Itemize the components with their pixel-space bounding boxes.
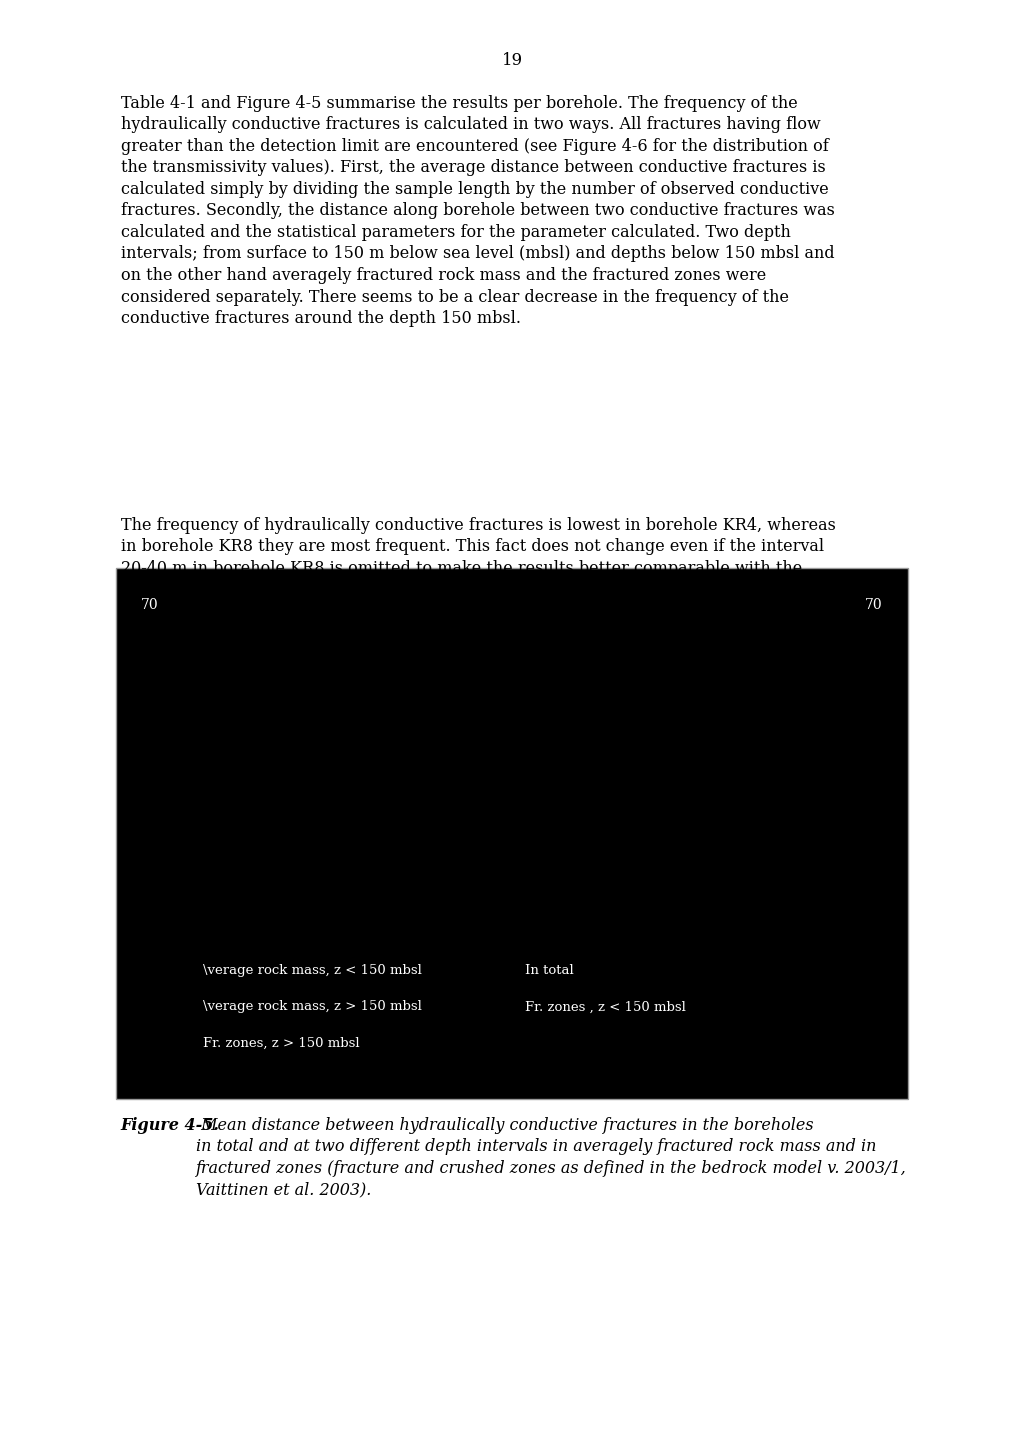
Text: Fr. zones, z > 150 mbsl: Fr. zones, z > 150 mbsl (203, 1037, 359, 1050)
Text: Fr. zones , z < 150 mbsl: Fr. zones , z < 150 mbsl (524, 1000, 685, 1013)
Text: \verage rock mass, z > 150 mbsl: \verage rock mass, z > 150 mbsl (203, 1000, 422, 1013)
Text: 70: 70 (141, 597, 159, 612)
Text: In total: In total (524, 964, 573, 977)
Text: Mean distance between hydraulically conductive fractures in the boreholes
in tot: Mean distance between hydraulically cond… (196, 1117, 906, 1198)
Y-axis label: distance between fractures (m): distance between fractures (m) (151, 677, 164, 888)
Text: 19: 19 (502, 52, 522, 70)
Text: Table 4-1 and Figure 4-5 summarise the results per borehole. The frequency of th: Table 4-1 and Figure 4-5 summarise the r… (121, 95, 835, 328)
Text: Figure 4-5.: Figure 4-5. (121, 1117, 220, 1134)
Text: 70: 70 (865, 597, 883, 612)
Y-axis label: e between fractures (m): e between fractures (m) (860, 702, 873, 863)
Text: \verage rock mass, z < 150 mbsl: \verage rock mass, z < 150 mbsl (203, 964, 422, 977)
Text: The frequency of hydraulically conductive fractures is lowest in borehole KR4, w: The frequency of hydraulically conductiv… (121, 517, 851, 770)
